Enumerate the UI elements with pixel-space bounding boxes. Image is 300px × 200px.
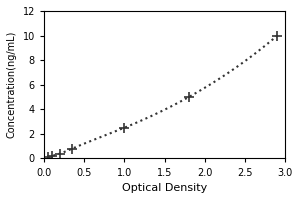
X-axis label: Optical Density: Optical Density — [122, 183, 207, 193]
Y-axis label: Concentration(ng/mL): Concentration(ng/mL) — [7, 31, 17, 138]
